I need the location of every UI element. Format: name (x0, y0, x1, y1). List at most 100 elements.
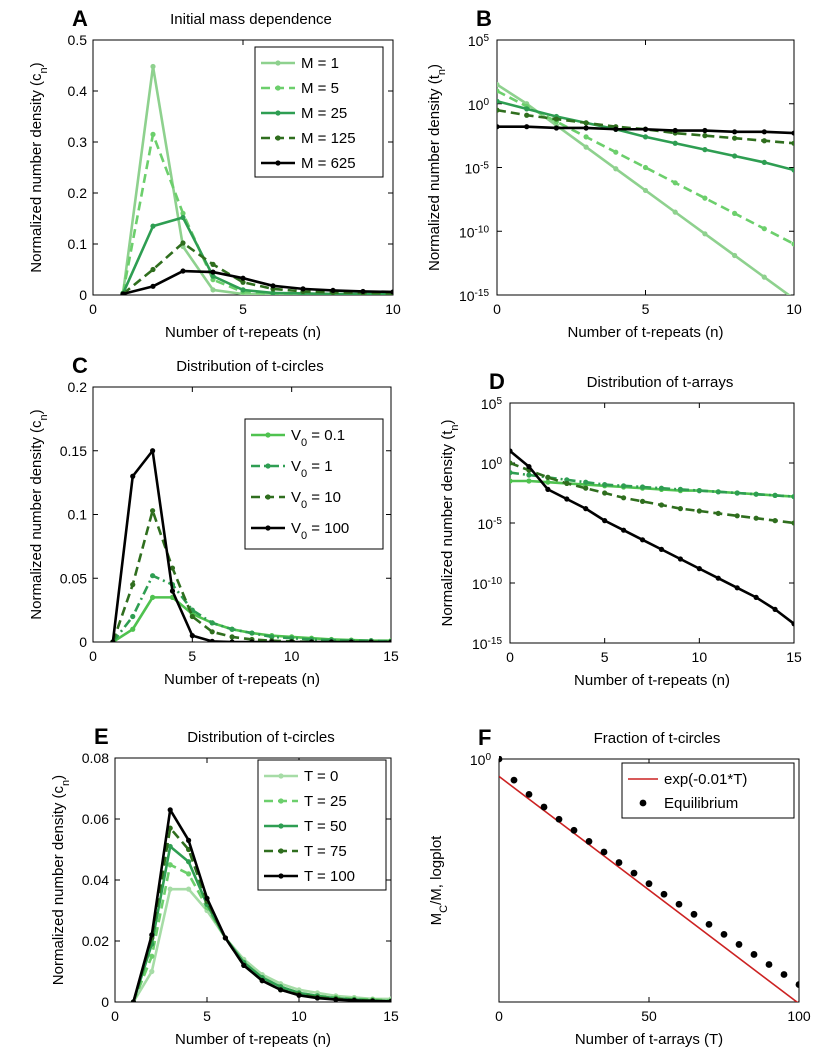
panel-letter: B (476, 6, 492, 31)
data-point (583, 506, 589, 512)
data-point (241, 962, 247, 969)
data-point (583, 144, 589, 150)
y-axis-label-subscript: n (60, 780, 72, 786)
data-point (583, 125, 589, 131)
y-tick-label: 0.3 (68, 134, 88, 150)
data-point (210, 269, 216, 275)
legend-marker (265, 494, 271, 500)
data-point (249, 639, 255, 642)
x-tick-label: 0 (495, 1008, 503, 1024)
data-point (269, 634, 275, 640)
legend-label: M = 25 (301, 105, 347, 122)
y-axis-label-close: ) (426, 64, 443, 69)
x-tick-label: 0 (89, 301, 97, 317)
y-tick-label: 0.05 (60, 570, 87, 586)
legend-label-subscript: 0 (301, 437, 307, 449)
y-axis-label-subscript: n (38, 414, 50, 420)
legend-marker (639, 799, 647, 807)
x-tick-label: 100 (787, 1008, 811, 1024)
data-point (570, 826, 578, 834)
panel-title: Initial mass dependence (170, 11, 332, 28)
data-point (672, 180, 678, 186)
legend-label-main: V (291, 458, 301, 475)
y-tick-base: 10 (465, 161, 481, 177)
y-tick-label: 10-5 (478, 516, 503, 533)
data-point (621, 483, 627, 489)
data-point (734, 585, 740, 591)
legend-label: M = 125 (301, 130, 356, 147)
series-line (122, 269, 393, 295)
data-point (639, 484, 646, 490)
data-point (583, 485, 589, 491)
legend-label-rest: = 1 (307, 458, 332, 475)
data-point (585, 838, 593, 845)
series-4 (110, 448, 391, 642)
legend-label-subscript: 0 (301, 530, 307, 542)
data-point (772, 492, 778, 498)
data-point (791, 167, 794, 173)
y-tick-base: 10 (468, 33, 484, 49)
y-tick-label: 0.5 (68, 32, 88, 48)
plot-area (497, 82, 794, 295)
legend-label-main: V (291, 489, 301, 506)
y-tick-label: 10-10 (472, 576, 502, 593)
y-axis-label: Normalized number density (cn) (28, 409, 50, 619)
data-point (753, 515, 759, 521)
legend-label: T = 50 (304, 818, 347, 835)
y-tick-base: 10 (459, 224, 475, 240)
data-point (150, 266, 156, 273)
series-1 (130, 886, 391, 1002)
y-tick-label: 10-15 (459, 288, 489, 305)
legend-label: Equilibrium (664, 795, 738, 812)
data-point (791, 140, 794, 146)
data-point (169, 565, 176, 571)
plot-area (120, 63, 393, 295)
data-point (150, 63, 156, 70)
series-5 (497, 124, 794, 136)
data-point (645, 880, 653, 888)
series-line (510, 461, 794, 525)
data-point (702, 147, 708, 153)
data-point (765, 961, 773, 968)
data-point (210, 261, 216, 267)
series-5 (130, 807, 391, 1002)
legend-label: T = 0 (304, 768, 338, 785)
y-axis-label: Normalized number density (tn) (439, 419, 461, 626)
y-tick-base: 10 (470, 752, 486, 768)
data-point (149, 953, 155, 959)
y-axis-label-subscript: n (38, 67, 50, 73)
y-tick-label: 0 (79, 634, 87, 650)
series-4 (120, 240, 393, 295)
legend-label: T = 25 (304, 793, 347, 810)
data-point (583, 479, 589, 485)
legend: exp(-0.01*T) Equilibrium (621, 762, 795, 819)
x-axis-label: Number of t-repeats (n) (568, 324, 724, 341)
data-point (130, 999, 136, 1002)
y-axis-label-close: ) (50, 775, 67, 780)
data-point (720, 930, 728, 938)
panel-title: Distribution of t-circles (176, 358, 324, 375)
x-axis-label: Number of t-repeats (n) (175, 1031, 331, 1048)
legend-label: T = 75 (304, 843, 347, 860)
data-point (734, 490, 740, 496)
x-tick-label: 5 (239, 301, 247, 317)
data-point (150, 223, 156, 229)
data-point (388, 998, 391, 1002)
data-point (602, 482, 608, 488)
legend-label-main: V (291, 520, 301, 537)
data-point (540, 803, 548, 811)
data-point (167, 807, 173, 813)
x-axis-label: Number of t-repeats (n) (165, 324, 321, 341)
legend-label: V0 = 1 (291, 458, 333, 480)
data-point (613, 149, 619, 155)
data-point (583, 120, 589, 126)
data-point (180, 210, 186, 216)
legend-marker (275, 135, 281, 141)
x-axis-label: Number of t-arrays (T) (575, 1031, 723, 1048)
data-point (229, 634, 235, 640)
data-point (613, 126, 619, 132)
legend-marker (275, 160, 281, 166)
panel-letter: A (72, 6, 88, 31)
panel-letter: C (72, 353, 88, 378)
data-point (642, 126, 649, 132)
